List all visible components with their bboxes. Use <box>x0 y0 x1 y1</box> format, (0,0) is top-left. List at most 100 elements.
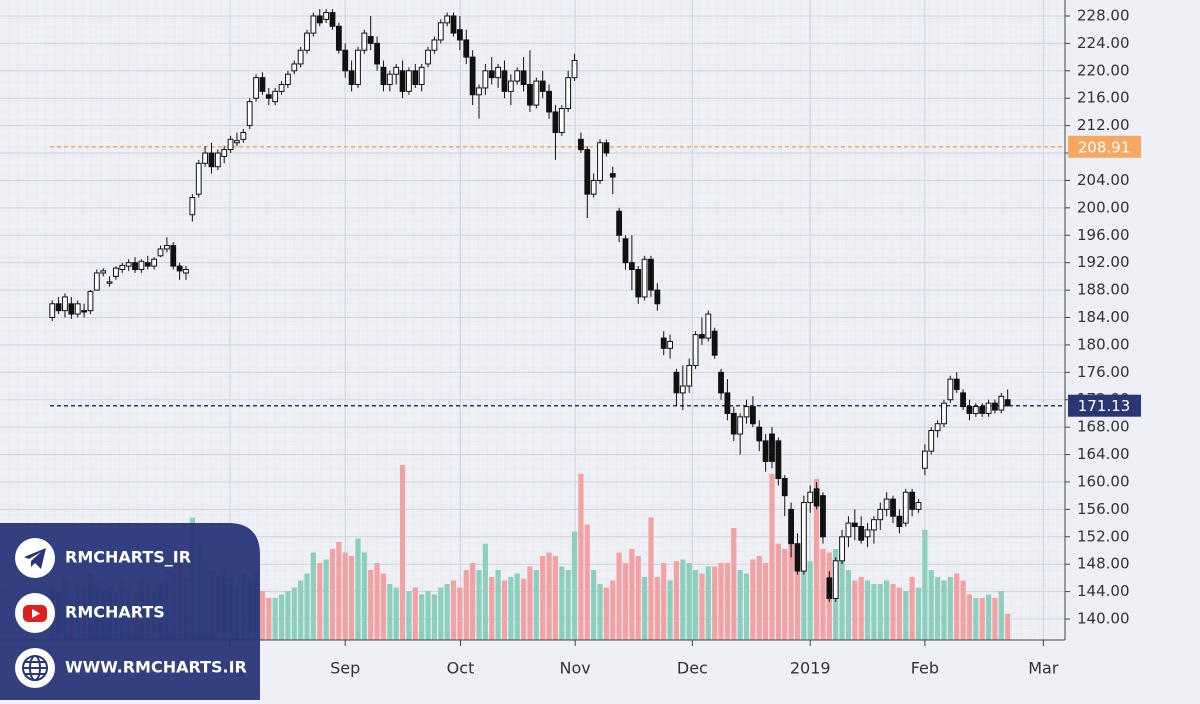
volume-bar <box>380 573 387 640</box>
volume-bar <box>782 549 788 640</box>
candle-body <box>915 502 922 510</box>
volume-bar <box>470 563 476 640</box>
volume-bar <box>731 528 737 640</box>
volume-bar <box>412 587 418 640</box>
candle-body <box>979 406 986 414</box>
volume-bar <box>642 577 648 640</box>
volume-bar <box>272 598 278 640</box>
y-tick-label: 220.00 <box>1077 61 1130 79</box>
volume-bar <box>922 529 928 640</box>
volume-bar <box>520 578 527 640</box>
candle-body <box>686 364 693 387</box>
candle-body <box>590 179 597 195</box>
candle-body <box>189 197 196 216</box>
x-tick-label: Oct <box>447 659 475 678</box>
volume-bar <box>329 549 336 640</box>
candle-body <box>998 395 1005 411</box>
youtube-play <box>32 609 40 618</box>
candle-body <box>163 245 170 250</box>
candle-body <box>272 90 279 103</box>
volume-bar <box>444 584 450 640</box>
candle-body <box>571 60 578 79</box>
candle-body <box>316 15 323 24</box>
candle-body <box>291 63 298 72</box>
volume-bar <box>533 570 539 640</box>
candle-body <box>1004 399 1011 407</box>
candle-body <box>495 66 502 79</box>
candle-body <box>62 296 68 312</box>
volume-bar <box>317 563 323 640</box>
candle-body <box>514 70 521 82</box>
y-tick-label: 148.00 <box>1077 555 1130 573</box>
candle-body <box>813 488 820 507</box>
volume-bar <box>278 594 285 640</box>
candle-body <box>208 152 215 168</box>
y-tick-label: 180.00 <box>1077 335 1130 353</box>
candle-body <box>488 70 495 79</box>
candle-body <box>406 70 412 92</box>
volume-bar <box>705 566 711 640</box>
volume-bar <box>355 538 361 640</box>
volume-bar <box>992 598 998 640</box>
candle-body <box>641 258 648 298</box>
candle-body <box>501 70 508 92</box>
volume-bar <box>419 594 425 640</box>
candle-body <box>609 173 616 178</box>
volume-bar <box>884 580 890 640</box>
candle-body <box>214 152 221 168</box>
candle-body <box>769 433 775 462</box>
candle-body <box>119 264 126 271</box>
candle-body <box>323 12 330 20</box>
candle-body <box>456 29 463 41</box>
volume-bar <box>584 524 590 640</box>
candle-body <box>730 412 737 435</box>
volume-bar <box>635 556 641 640</box>
candle-body <box>399 70 406 92</box>
candle-body <box>660 337 667 349</box>
y-tick-label: 224.00 <box>1077 34 1130 52</box>
volume-bar <box>508 577 514 640</box>
telegram-plane <box>24 548 46 569</box>
candle-body <box>788 508 795 545</box>
volume-bar <box>482 543 488 640</box>
volume-bar <box>699 573 705 640</box>
y-tick-label: 176.00 <box>1077 363 1130 381</box>
volume-bar <box>724 563 731 640</box>
candle-body <box>278 83 285 92</box>
volume-bar <box>845 570 852 640</box>
volume-bar <box>527 566 533 640</box>
volume-bar <box>514 573 520 640</box>
volume-bar <box>979 598 985 640</box>
candle-body <box>724 392 731 414</box>
candle-body <box>648 258 654 291</box>
volume-bar <box>820 549 826 640</box>
candle-body <box>858 526 865 541</box>
candle-body <box>386 73 393 85</box>
volume-bar <box>661 563 667 640</box>
axes: 140.00 144.00 148.00 152.00 156.00 160.00 164.… <box>0 0 1141 678</box>
x-tick-label: Nov <box>560 659 591 678</box>
candle-body <box>297 49 304 65</box>
x-tick-label: Sep <box>330 659 360 678</box>
candle-body <box>361 32 368 51</box>
candle-body <box>871 519 877 531</box>
candle-body <box>851 522 858 528</box>
candle-body <box>654 289 661 305</box>
candle-body <box>826 577 833 599</box>
candle-body <box>240 131 247 140</box>
candle-body <box>743 406 750 418</box>
volume-bar <box>654 577 660 640</box>
brand-text: RMCHARTS_IR <box>65 548 191 567</box>
volume-bar <box>501 580 508 640</box>
y-tick-label: 228.00 <box>1077 6 1130 24</box>
volume-bar <box>425 591 431 640</box>
candle-body <box>628 262 635 271</box>
candle-body <box>342 49 349 72</box>
volume-bar <box>616 552 622 640</box>
candle-body <box>756 426 763 442</box>
candle-body <box>883 498 890 510</box>
volume-bar <box>374 563 380 640</box>
volume-bar <box>438 587 444 640</box>
candle-body <box>285 73 291 85</box>
candle-body <box>749 406 756 425</box>
